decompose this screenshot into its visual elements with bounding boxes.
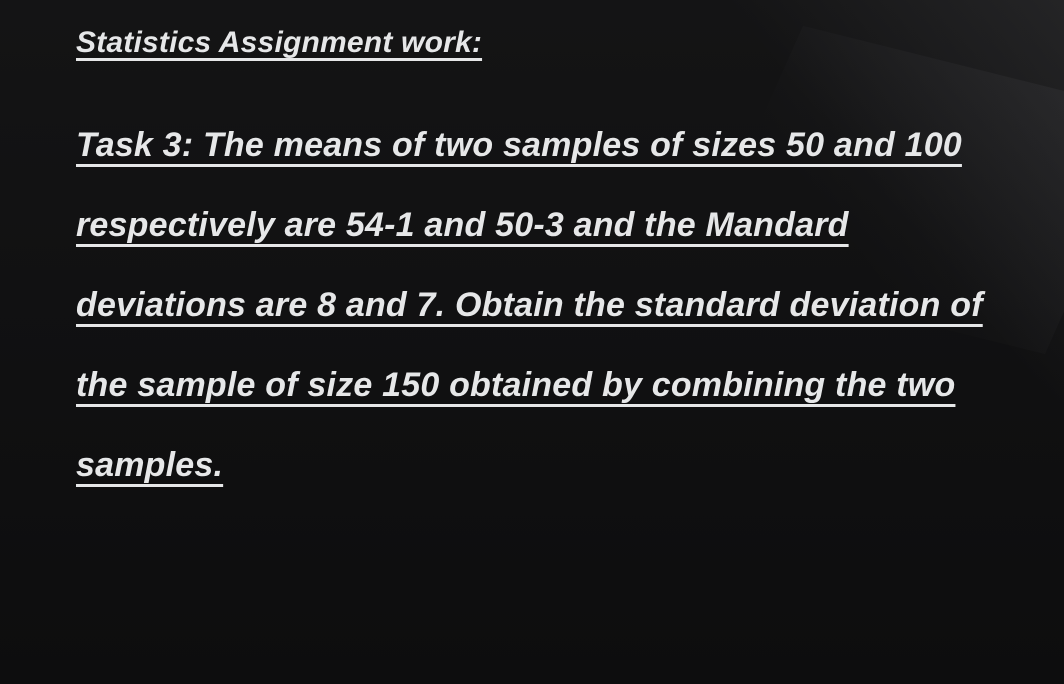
task-text: Task 3: The means of two samples of size… [76,106,1024,505]
content-block: Statistics Assignment work: Task 3: The … [76,26,1024,505]
doc-heading: Statistics Assignment work: [76,26,1024,60]
slide-canvas: Statistics Assignment work: Task 3: The … [0,0,1064,684]
